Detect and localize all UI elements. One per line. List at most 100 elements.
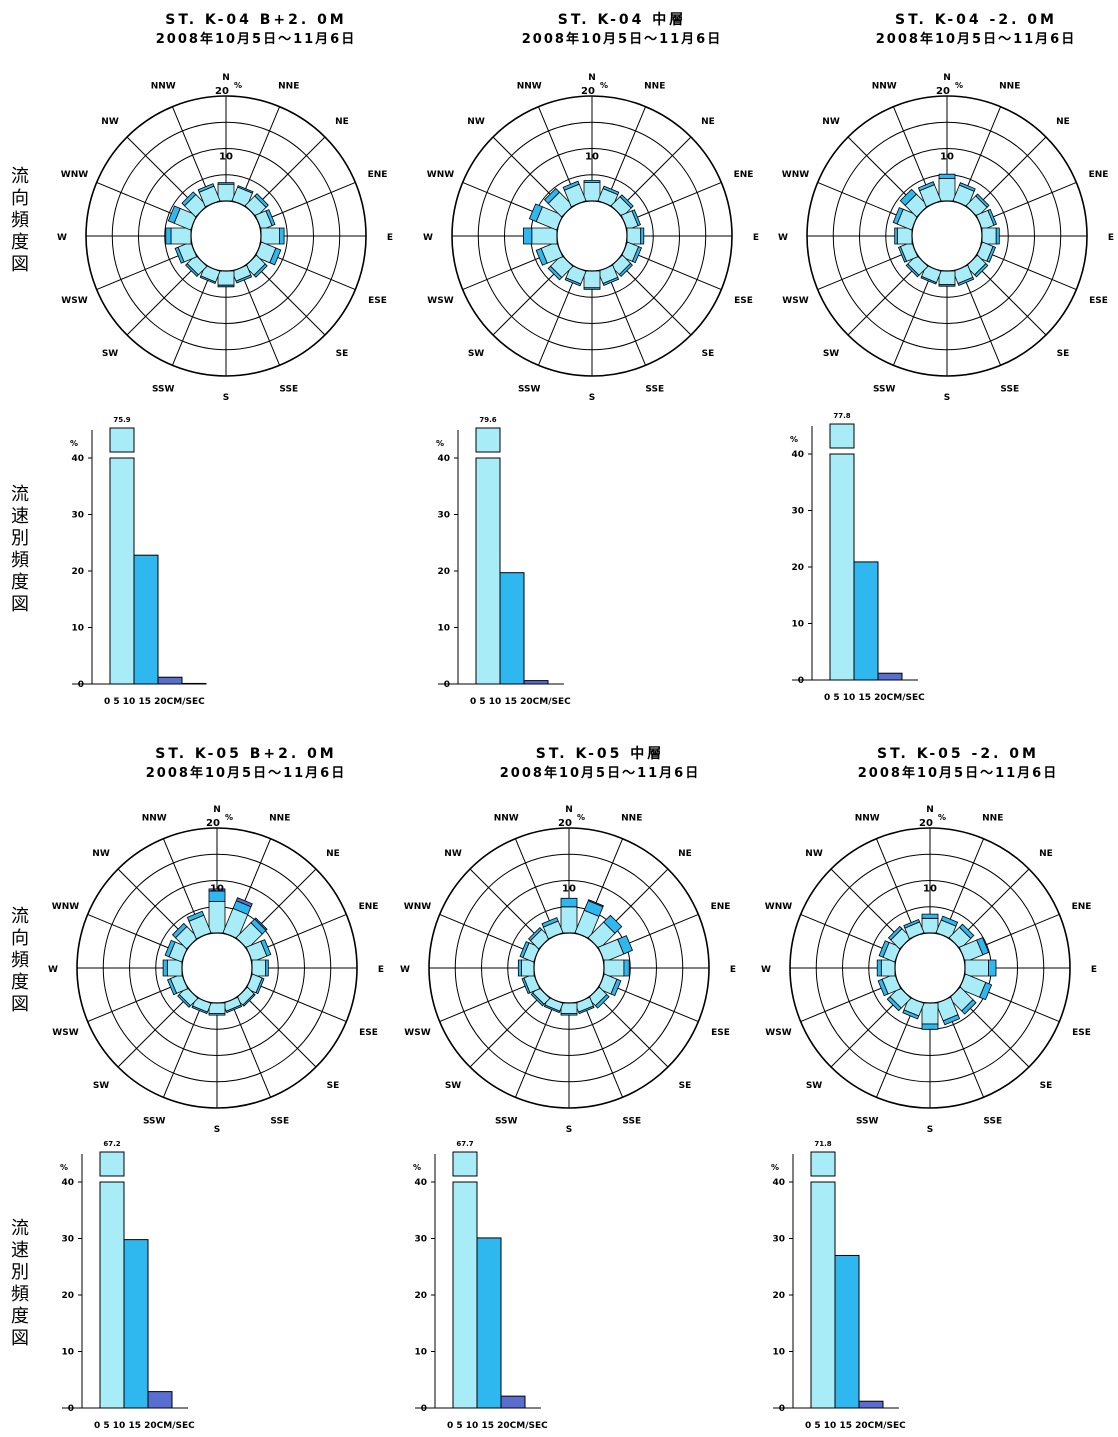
percent-mark: % — [600, 81, 608, 90]
current-rose-chart: N NNE NE ENE E ESE SE SSE S SSW SW WSW W WNW NW NNW 10 20… — [57, 73, 393, 403]
rose-bar-wnw — [519, 941, 530, 959]
rose-calm-circle — [911, 200, 983, 272]
y-tick-label: 10 — [71, 624, 84, 634]
rose-bar-nne — [237, 185, 254, 194]
side-label-char: 度 — [11, 572, 29, 593]
rose-spoke — [117, 992, 193, 1068]
period-subtitle: 2008年10月5日～11月6日 — [155, 32, 357, 47]
histogram-bar-0-5 — [109, 457, 135, 685]
side-label-char: 度 — [11, 1306, 29, 1327]
ring-label-20: 20 — [581, 86, 595, 97]
direction-label: WSW — [52, 1028, 78, 1038]
histogram-bar-5-10 — [499, 572, 525, 685]
y-tick-label: 0 — [68, 1404, 74, 1414]
direction-label: SW — [445, 1081, 461, 1091]
x-axis-label: 0 5 10 15 20CM/SEC — [805, 1421, 906, 1431]
rose-bar-wsw — [877, 978, 889, 997]
rose-bar-nne — [235, 897, 253, 908]
rose-spoke — [616, 260, 692, 336]
direction-label: SSE — [279, 385, 298, 395]
rose-bar-wsw — [535, 247, 548, 266]
direction-label: S — [589, 393, 595, 403]
direction-label: WNW — [427, 170, 454, 180]
rose-bar-se — [974, 263, 989, 278]
rose-spoke — [800, 913, 898, 956]
rose-bar-sw — [905, 263, 920, 278]
direction-label: NNW — [855, 813, 880, 823]
rose-bar-w — [880, 959, 896, 977]
direction-label: ESE — [368, 296, 387, 306]
side-label-char: 別 — [11, 1262, 29, 1283]
direction-label: SSW — [495, 1117, 518, 1127]
rose-spoke — [624, 248, 722, 291]
y-tick-label: 30 — [437, 511, 450, 521]
rose-spoke — [581, 1000, 624, 1098]
direction-label: SSW — [143, 1117, 166, 1127]
histogram-overflow-box — [475, 427, 501, 453]
rose-bar-n — [560, 897, 578, 908]
direction-label: SSW — [873, 385, 896, 395]
rose-bar-e — [995, 227, 1000, 245]
direction-label: NE — [326, 849, 340, 859]
y-tick-label: 20 — [414, 1291, 427, 1301]
side-label-char: 頻 — [11, 550, 29, 571]
ring-label-20: 20 — [206, 818, 220, 829]
histogram-bar-5-10 — [133, 554, 159, 685]
rose-spoke — [249, 980, 347, 1023]
period-subtitle: 2008年10月5日～11月6日 — [857, 766, 1059, 781]
rose-bar-ne — [603, 914, 623, 934]
rose-bar-se — [618, 262, 633, 277]
rose-spoke — [87, 980, 185, 1023]
rose-bar-nnw — [197, 183, 215, 193]
direction-label: WSW — [765, 1028, 791, 1038]
percent-mark: % — [225, 813, 233, 822]
rose-spoke — [830, 868, 906, 944]
rose-bar-n — [938, 173, 956, 179]
rose-calm-circle — [533, 932, 605, 1004]
direction-label: SW — [823, 349, 839, 359]
ring-label-10: 10 — [585, 152, 599, 163]
direction-label: WNW — [782, 170, 809, 180]
rose-bar-w — [531, 227, 558, 245]
rose-bar-s — [560, 1013, 578, 1016]
rose-bar-nnw — [903, 918, 921, 929]
overflow-value-label: 75.9 — [113, 416, 130, 424]
histogram-bar-10-15 — [157, 676, 183, 685]
y-tick-label: 0 — [421, 1404, 427, 1414]
rose-bar-s — [583, 270, 601, 289]
side-label-char: 図 — [11, 994, 29, 1015]
percent-mark: % — [70, 439, 78, 448]
direction-label: SE — [679, 1081, 692, 1091]
histogram-bar-5-10 — [853, 561, 879, 681]
rose-bar-w — [165, 227, 172, 245]
histogram-overflow-box — [109, 427, 135, 453]
rose-spoke — [96, 248, 194, 291]
station-title: ST. K-05 -2. 0M — [877, 746, 1039, 762]
panel-title: ST. K-04 -2. 0M 2008年10月5日～11月6日 — [816, 10, 1118, 50]
rose-bar-wsw — [166, 978, 178, 996]
direction-label: SW — [93, 1081, 109, 1091]
direction-label: SE — [327, 1081, 340, 1091]
speed-histogram: 0 10 20 30 40% 77.8 0 5 10 15 20CM/SEC — [790, 412, 925, 703]
side-label-char: 向 — [11, 188, 29, 209]
direction-label: E — [730, 965, 736, 975]
rose-bar-nw — [171, 922, 188, 939]
direction-label: N — [213, 805, 221, 815]
ring-label-20: 20 — [558, 818, 572, 829]
direction-label: W — [761, 965, 771, 975]
rose-bar-e — [640, 227, 645, 245]
histogram-bar-10-15 — [523, 680, 549, 685]
period-subtitle: 2008年10月5日～11月6日 — [499, 766, 701, 781]
y-tick-label: 10 — [437, 624, 450, 634]
direction-label: ENE — [734, 170, 754, 180]
x-axis-label: 0 5 10 15 20CM/SEC — [94, 1421, 195, 1431]
rose-bar-n — [583, 180, 601, 183]
percent-mark: % — [771, 1163, 779, 1172]
rose-bar-s — [583, 287, 601, 290]
rose-bar-s — [208, 1002, 226, 1014]
side-label-char: 図 — [11, 254, 29, 275]
direction-label: NW — [805, 849, 823, 859]
y-tick-label: 20 — [61, 1291, 74, 1301]
rose-calm-circle — [190, 200, 262, 272]
speed-histogram: 0 10 20 30 40% 67.7 0 5 10 15 20CM/SEC — [413, 1140, 548, 1431]
